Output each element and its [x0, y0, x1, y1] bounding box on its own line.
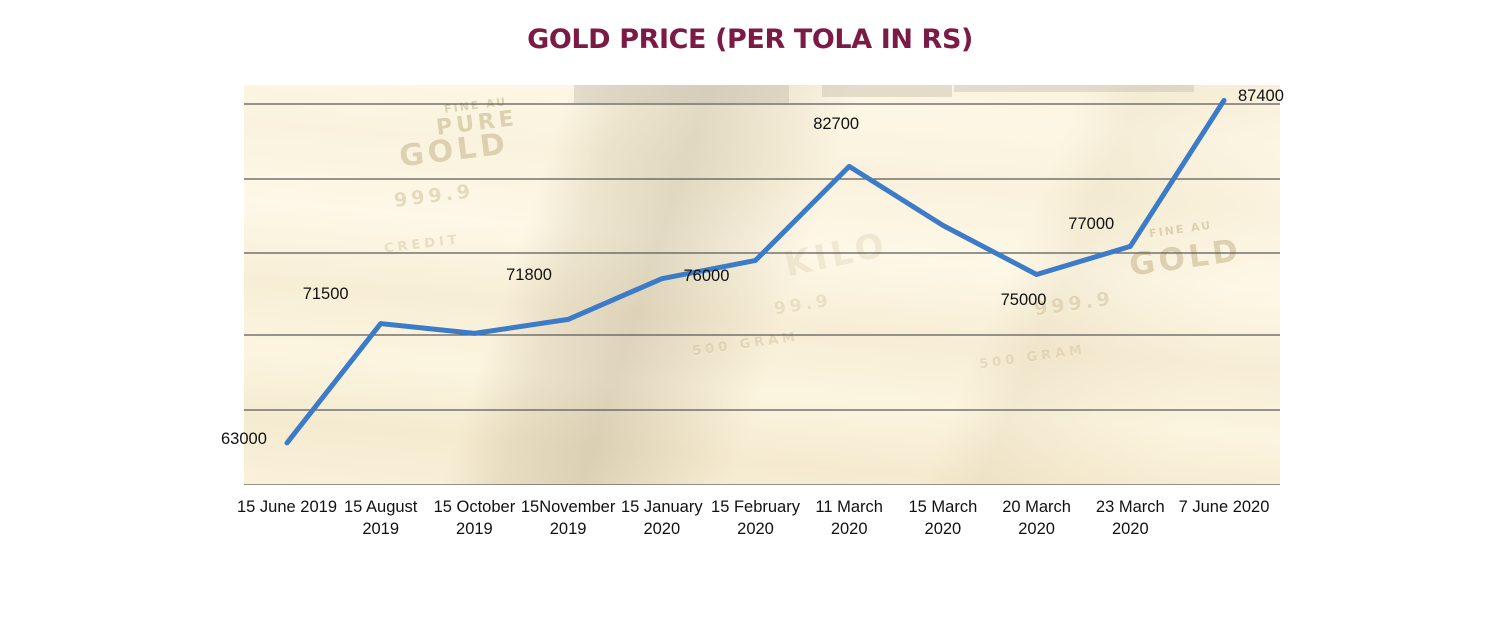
x-axis-tick-label: 15 October 2019	[433, 498, 516, 538]
data-point-label: 63000	[221, 429, 267, 448]
plot-background-image	[244, 85, 1280, 485]
x-axis-tick-label: 15 March 2020	[908, 498, 978, 538]
chart-title: GOLD PRICE (PER TOLA IN RS)	[527, 24, 973, 55]
data-point-label: 87400	[1238, 87, 1284, 106]
series-polyline	[284, 97, 1227, 446]
data-point-label: 77000	[1068, 215, 1115, 234]
data-series-line	[284, 97, 1227, 446]
x-axis-tick-label: 7 June 2020	[1178, 498, 1270, 516]
x-axis-labels: 15 June 2019 15 August 2019 15 October 2019 1…	[237, 496, 1280, 556]
x-axis-tick-label: 11 March 2020	[815, 498, 883, 538]
x-axis-tick-label: 15 June 2019	[236, 498, 337, 516]
x-axis-tick-label: 15 February 2020	[711, 498, 800, 538]
data-point-label: 82700	[813, 115, 860, 134]
x-axis-tick-label: 20 March 2020	[1002, 498, 1071, 538]
data-point-label: 71800	[506, 266, 552, 285]
data-point-label: 71500	[302, 284, 349, 303]
x-axis-tick-label: 15 January 2020	[620, 498, 703, 538]
plot-area: FINE AU PURE GOLD 999.9 CREDIT KILO 99.9…	[244, 85, 1280, 485]
data-point-label: 76000	[683, 267, 730, 286]
x-axis-tick-label: 15 August 2019	[343, 498, 418, 538]
data-point-label: 75000	[1000, 291, 1047, 310]
x-axis-tick-label: 15November 2019	[520, 498, 616, 538]
x-axis-tick-label: 23 March 2020	[1095, 498, 1165, 538]
